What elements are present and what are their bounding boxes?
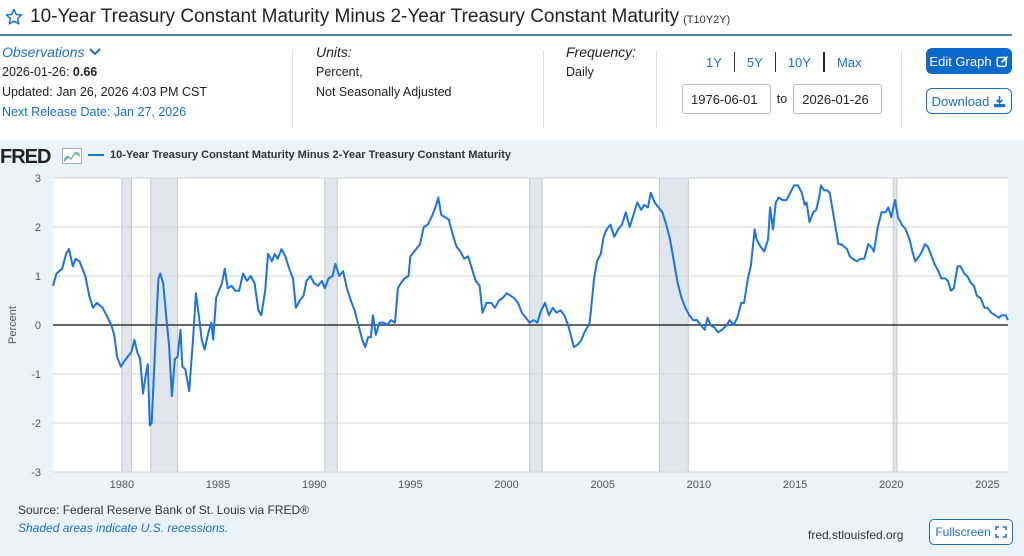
observations-label: Observations xyxy=(2,44,85,60)
frequency-panel: Frequency: Daily xyxy=(566,44,656,128)
recession-note[interactable]: Shaded areas indicate U.S. recessions. xyxy=(18,521,229,535)
chart-legend: 10-Year Treasury Constant Maturity Minus… xyxy=(88,149,511,161)
download-icon xyxy=(994,95,1006,107)
range-max[interactable]: Max xyxy=(836,54,862,70)
y-tick-label: 3 xyxy=(35,173,41,185)
latest-date: 2026-01-26: xyxy=(2,65,70,79)
legend-label: 10-Year Treasury Constant Maturity Minus… xyxy=(110,149,512,161)
units-line1: Percent, xyxy=(316,65,363,79)
range-5y[interactable]: 5Y xyxy=(746,54,763,70)
chart-container: FRED 10-Year Treasury Constant Maturity … xyxy=(0,140,1024,556)
fullscreen-label: Fullscreen xyxy=(935,525,991,539)
updated-text: Updated: Jan 26, 2026 4:03 PM CST xyxy=(2,85,207,99)
observations-panel: Observations 2026-01-26: 0.66 Updated: J… xyxy=(2,44,282,128)
y-tick-label: 0 xyxy=(35,320,41,332)
series-code: (T10Y2Y) xyxy=(683,13,731,26)
end-date-input[interactable]: 2026-01-26 xyxy=(793,84,882,114)
legend-swatch xyxy=(88,154,104,156)
x-tick-label: 1990 xyxy=(302,479,326,491)
range-links: 1Y 5Y 10Y Max xyxy=(694,52,882,72)
y-tick-label: 2 xyxy=(35,222,41,234)
observations-toggle[interactable]: Observations xyxy=(2,44,282,60)
units-panel: Units: Percent, Not Seasonally Adjusted xyxy=(316,44,536,128)
line-chart: 3 2 1 0 -1 -2 -3 1980 1985 1990 1995 2000 2005 2010 2… xyxy=(7,173,1009,491)
fred-logo: FRED xyxy=(0,146,51,168)
x-tick-label: 2005 xyxy=(590,479,614,491)
y-axis-label: Percent xyxy=(7,306,19,344)
fred-line-icon xyxy=(62,148,82,164)
units-line2: Not Seasonally Adjusted xyxy=(316,85,452,99)
title-bar: 10-Year Treasury Constant Maturity Minus… xyxy=(0,0,1012,36)
frequency-label: Frequency: xyxy=(566,44,637,60)
frequency-value: Daily xyxy=(566,65,594,79)
divider xyxy=(543,50,544,128)
fullscreen-button[interactable]: Fullscreen xyxy=(929,519,1013,545)
date-range-panel: 1Y 5Y 10Y Max 1976-06-01 to 2026-01-26 xyxy=(682,44,882,128)
x-tick-label: 1985 xyxy=(206,479,230,491)
edit-graph-label: Edit Graph xyxy=(929,53,992,69)
y-tick-label: -3 xyxy=(31,467,41,479)
download-button[interactable]: Download xyxy=(926,88,1012,114)
x-tick-label: 2025 xyxy=(975,479,999,491)
x-tick-label: 2015 xyxy=(783,479,807,491)
date-inputs: 1976-06-01 to 2026-01-26 xyxy=(682,84,882,114)
range-10y[interactable]: 10Y xyxy=(787,54,811,70)
page-title: 10-Year Treasury Constant Maturity Minus… xyxy=(30,6,680,27)
x-tick-label: 1995 xyxy=(398,479,422,491)
to-label: to xyxy=(776,92,788,106)
site-url[interactable]: fred.stlouisfed.org xyxy=(808,528,904,542)
edit-icon xyxy=(996,55,1008,67)
chevron-down-icon xyxy=(89,48,102,56)
separator xyxy=(822,52,825,72)
x-tick-label: 2010 xyxy=(687,479,711,491)
separator xyxy=(733,52,735,72)
series-line xyxy=(52,184,1009,427)
start-date-input[interactable]: 1976-06-01 xyxy=(682,84,771,114)
fullscreen-icon xyxy=(994,526,1007,538)
next-release-link[interactable]: Next Release Date: Jan 27, 2026 xyxy=(2,105,187,119)
range-1y[interactable]: 1Y xyxy=(706,54,722,70)
y-tick-label: -2 xyxy=(31,418,41,430)
divider xyxy=(901,50,902,128)
y-tick-label: 1 xyxy=(35,271,41,283)
star-icon[interactable] xyxy=(4,7,24,27)
separator xyxy=(774,52,776,72)
x-tick-label: 2020 xyxy=(879,479,903,491)
x-tick-label: 2000 xyxy=(494,479,518,491)
x-tick-label: 1980 xyxy=(110,479,134,491)
latest-observation: 2026-01-26: 0.66 xyxy=(2,62,282,82)
download-label: Download xyxy=(931,93,990,109)
latest-value: 0.66 xyxy=(72,65,98,79)
units-label: Units: xyxy=(316,44,352,60)
divider xyxy=(292,50,293,128)
y-tick-label: -1 xyxy=(31,369,41,381)
edit-graph-button[interactable]: Edit Graph xyxy=(926,48,1012,74)
divider xyxy=(656,50,657,128)
series-meta: Observations 2026-01-26: 0.66 Updated: J… xyxy=(0,44,1024,130)
source-text: Source: Federal Reserve Bank of St. Loui… xyxy=(18,503,309,517)
